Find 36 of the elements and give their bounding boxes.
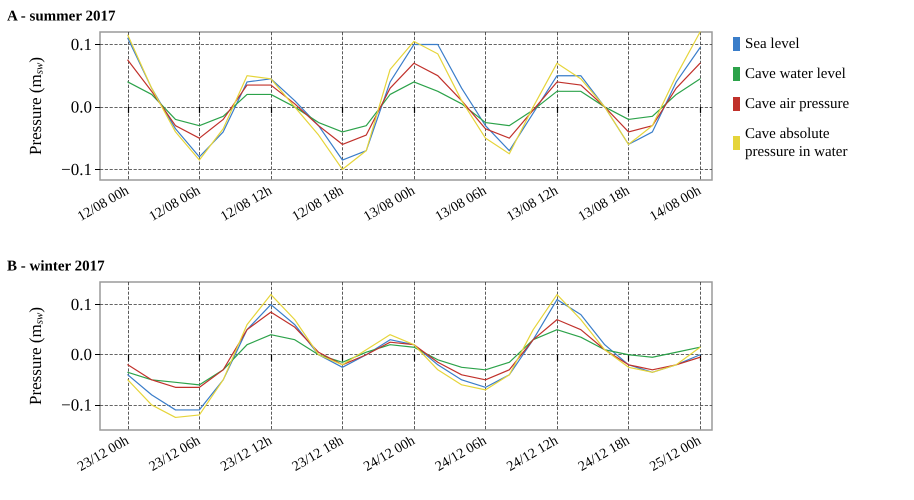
x-tick-label: 24/12 00h — [361, 434, 418, 475]
x-tick-label: 13/08 18h — [576, 184, 632, 225]
legend-label: Cave water level — [745, 66, 846, 82]
y-tick-label: 0.1 — [70, 295, 92, 314]
y-tick-label: −0.1 — [61, 395, 92, 414]
legend-label: Sea level — [745, 36, 800, 52]
x-tick-label: 25/12 00h — [648, 434, 704, 475]
x-tick-label: 24/12 12h — [504, 434, 561, 475]
legend-label: Cave air pressure — [745, 96, 850, 112]
y-tick-label: 0.0 — [70, 345, 92, 364]
x-tick-label: 13/08 12h — [504, 184, 561, 225]
line-series — [127, 312, 701, 388]
y-axis-title: Pressure (msw) — [26, 56, 46, 156]
x-tick-label: 23/12 06h — [146, 434, 204, 475]
x-tick-label: 23/12 12h — [218, 434, 275, 475]
x-tick-label: 12/08 12h — [218, 184, 275, 225]
y-tick-label: 0.1 — [70, 34, 92, 54]
legend-label: Cave absolute pressure in water — [745, 126, 848, 160]
y-axis-title: Pressure (msw) — [26, 306, 46, 406]
line-series — [127, 329, 701, 386]
y-tick-label: −0.1 — [61, 160, 92, 179]
y-tick-label: 0.0 — [70, 97, 92, 116]
x-tick-label: 24/12 18h — [576, 434, 632, 475]
x-tick-label: 23/12 00h — [75, 434, 132, 475]
line-series — [127, 78, 701, 133]
x-tick-label: 23/12 18h — [290, 434, 346, 475]
x-tick-label: 12/08 18h — [290, 184, 346, 225]
chart-title: B - winter 2017 — [7, 258, 106, 274]
x-tick-label: 24/12 06h — [432, 434, 490, 475]
chart-title: A - summer 2017 — [7, 8, 116, 24]
x-tick-label: 13/08 00h — [361, 184, 418, 225]
x-tick-label: 13/08 06h — [432, 184, 490, 225]
x-tick-label: 12/08 00h — [75, 184, 132, 225]
line-series — [127, 60, 701, 146]
x-tick-label: 14/08 00h — [648, 184, 704, 225]
x-tick-label: 12/08 06h — [146, 184, 204, 225]
